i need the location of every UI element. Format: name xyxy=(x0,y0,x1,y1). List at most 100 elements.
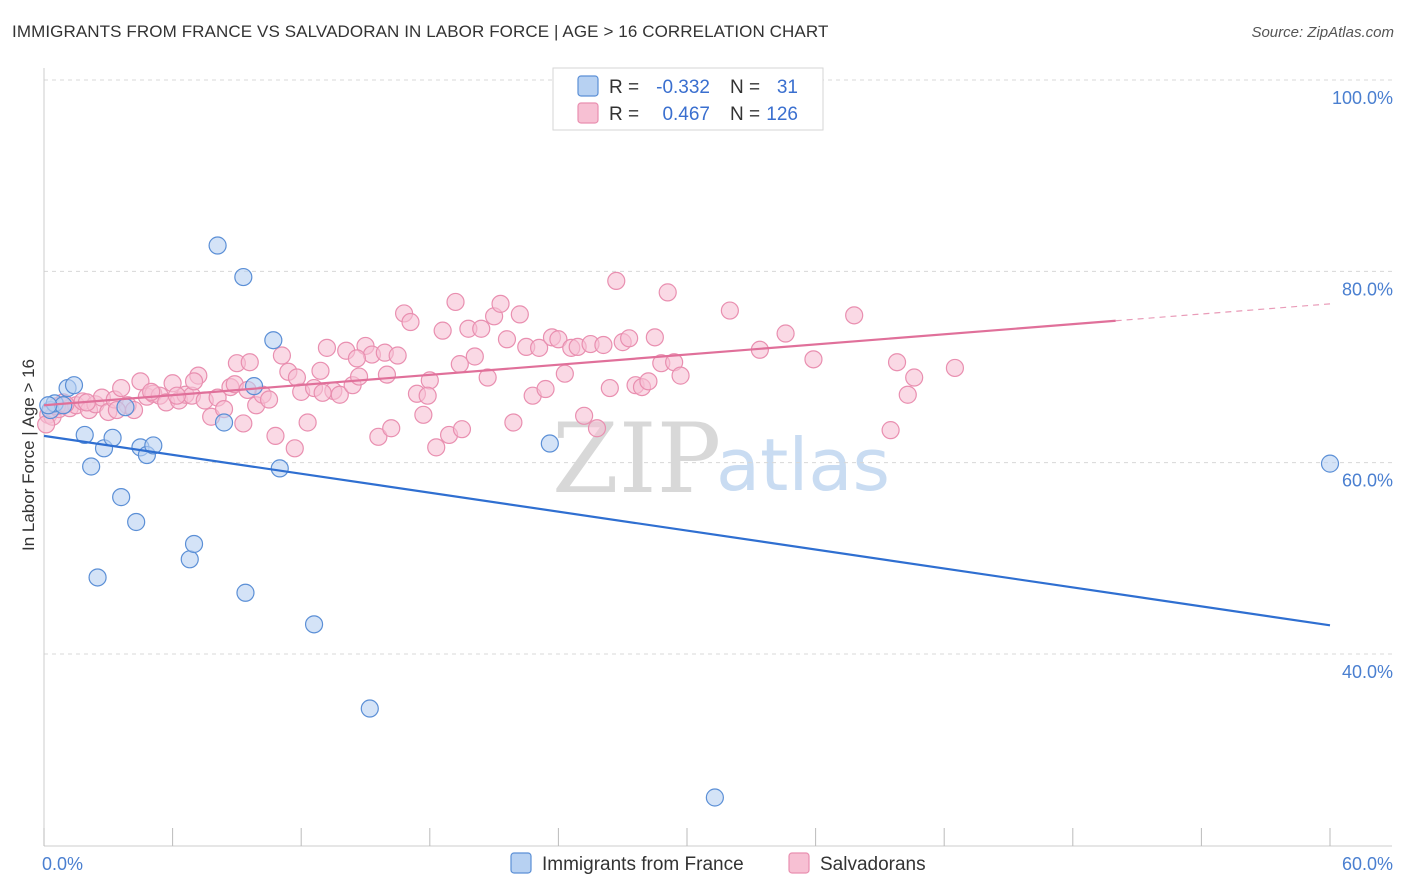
salvadoran-point xyxy=(607,271,626,290)
chart-title: IMMIGRANTS FROM FRANCE VS SALVADORAN IN … xyxy=(12,22,829,41)
salvadoran-point xyxy=(465,347,484,366)
france-point xyxy=(244,377,264,396)
france-point xyxy=(88,568,107,587)
x-tick-label: 60.0% xyxy=(1342,854,1393,874)
salvadoran-point xyxy=(898,385,917,404)
salvadoran-point xyxy=(272,346,292,365)
salvadoran-point xyxy=(266,426,285,445)
france-points xyxy=(39,236,1340,807)
series-legend: Immigrants from France Salvadorans xyxy=(510,852,926,875)
salvadoran-point xyxy=(433,321,452,340)
salvadoran-point xyxy=(530,338,549,357)
france-point xyxy=(64,376,84,395)
salvadoran-point xyxy=(414,405,433,424)
salvadoran-point xyxy=(587,419,607,438)
salvadoran-point xyxy=(905,368,924,387)
axes xyxy=(43,68,1392,847)
legend-r-value-1: -0.332 xyxy=(656,77,710,98)
y-tick-label: 40.0% xyxy=(1342,662,1393,682)
trend-lines xyxy=(43,303,1331,627)
salvadoran-point xyxy=(234,414,253,433)
salvadoran-point xyxy=(549,330,568,349)
salvadoran-point xyxy=(887,353,907,372)
france-point xyxy=(214,413,234,432)
series-label-salvadorans: Salvadorans xyxy=(820,854,926,875)
salvadoran-point xyxy=(285,439,304,458)
series-swatch-salvadorans xyxy=(788,852,810,874)
france-point xyxy=(112,488,131,507)
salvadoran-point xyxy=(671,366,690,385)
salvadoran-point xyxy=(401,312,420,332)
salvadoran-point xyxy=(491,294,510,313)
salvadoran-point xyxy=(776,324,795,343)
salvadoran-point xyxy=(311,361,330,380)
salvadoran-point xyxy=(452,420,472,439)
source-credit: Source: ZipAtlas.com xyxy=(1251,24,1394,41)
france-point xyxy=(540,434,559,453)
legend-r-label-1: R = xyxy=(609,77,639,98)
legend-n-label-1: N = xyxy=(730,77,760,98)
y-tick-label: 100.0% xyxy=(1332,88,1393,108)
salvadoran-point xyxy=(349,367,369,386)
legend-swatch-blue xyxy=(577,75,599,97)
salvadoran-point xyxy=(388,346,407,365)
salvadoran-point xyxy=(287,368,307,387)
legend-n-value-1: 31 xyxy=(777,77,798,98)
france-point xyxy=(144,436,163,455)
legend-n-label-2: N = xyxy=(730,104,760,125)
salvadoran-point xyxy=(504,413,523,432)
france-point xyxy=(127,512,146,532)
correlation-legend: R = -0.332 N = 31 R = 0.467 N = 126 xyxy=(552,67,824,131)
salvadoran-point xyxy=(804,350,823,369)
france-point xyxy=(184,534,204,554)
y-tick-label: 60.0% xyxy=(1342,471,1393,491)
salvadoran-point xyxy=(555,364,574,383)
series-swatch-france xyxy=(510,852,532,874)
salvadoran-point xyxy=(369,427,388,446)
france-point xyxy=(360,699,379,718)
salvadoran-point xyxy=(317,338,337,357)
salvadoran-point xyxy=(658,283,677,302)
x-tick-labels: 0.0% 60.0% xyxy=(42,854,1393,874)
x-tick-label: 0.0% xyxy=(42,854,83,874)
salvadoran-point xyxy=(347,349,367,368)
salvadoran-point xyxy=(450,355,469,374)
salvadoran-point xyxy=(313,383,332,402)
salvadoran-point xyxy=(600,378,619,398)
salvadoran-point xyxy=(377,365,397,384)
france-trend-line xyxy=(43,434,1331,627)
legend-r-label-2: R = xyxy=(609,104,639,125)
france-point xyxy=(1320,454,1340,473)
france-point xyxy=(180,550,199,569)
legend-n-value-2: 126 xyxy=(766,104,798,125)
salvadorans-points xyxy=(37,271,965,458)
watermark: ZIP atlas xyxy=(552,403,890,515)
salvadoran-point xyxy=(112,378,131,398)
france-point xyxy=(270,459,289,478)
salvadoran-point xyxy=(418,386,437,405)
salvadoran-point xyxy=(259,390,279,409)
salvadoran-point xyxy=(510,305,529,324)
salvadoran-point xyxy=(478,368,497,387)
salvadoran-point xyxy=(845,306,864,325)
salvadoran-point xyxy=(945,358,965,378)
salvadoran-point xyxy=(720,301,739,320)
legend-swatch-pink xyxy=(577,102,599,124)
france-point xyxy=(264,331,283,350)
france-point xyxy=(234,267,253,287)
salvadoran-trend-line xyxy=(43,319,1116,407)
salvadoran-point xyxy=(639,372,658,391)
legend-r-value-2: 0.467 xyxy=(662,104,710,125)
salvadoran-point xyxy=(184,372,204,391)
salvadoran-point xyxy=(427,438,446,457)
france-point xyxy=(236,583,255,602)
salvadoran-point xyxy=(575,406,594,425)
france-point xyxy=(116,398,135,417)
salvadoran-point xyxy=(446,292,465,312)
salvadoran-point xyxy=(594,335,613,355)
salvadoran-point xyxy=(645,328,664,347)
salvadoran-point xyxy=(240,353,259,372)
salvadoran-point xyxy=(298,413,317,432)
y-axis-label: In Labor Force | Age > 16 xyxy=(19,359,38,551)
